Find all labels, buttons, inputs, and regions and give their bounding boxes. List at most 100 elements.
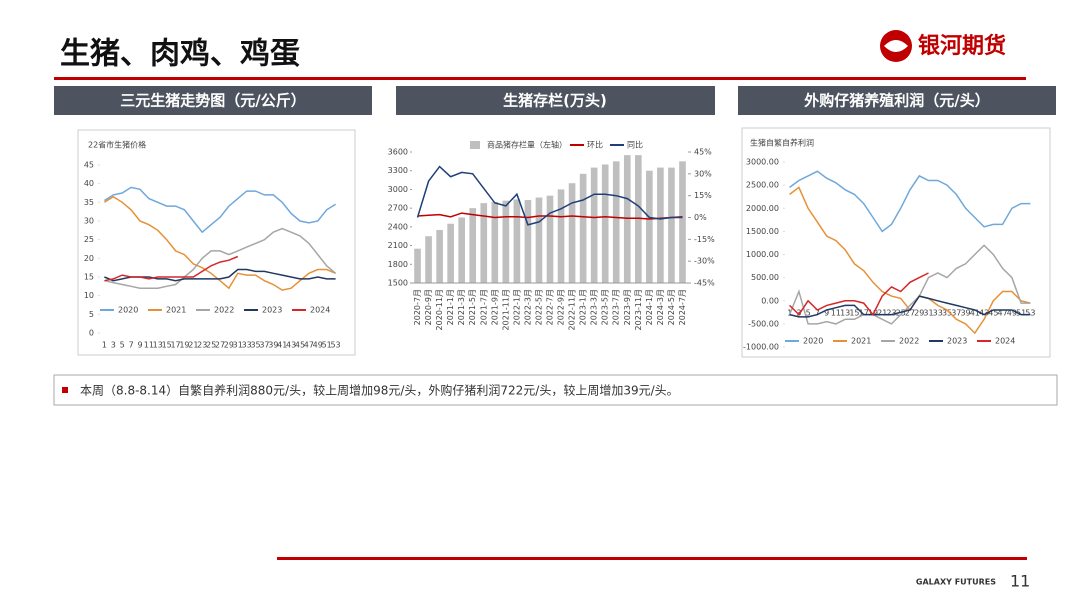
x-tick-label: 45	[295, 341, 305, 350]
legend-label: 2024	[995, 337, 1015, 346]
y-tick-label: 2700	[388, 204, 408, 213]
y-tick-label: 3000	[388, 185, 408, 194]
logo-swirl	[884, 40, 908, 52]
bar	[668, 167, 675, 283]
x-tick-label: 17	[859, 308, 869, 317]
bar	[447, 223, 454, 283]
x-tick-label: 3	[111, 341, 116, 350]
x-tick-label: 2023-7月	[612, 289, 621, 325]
x-tick-label: 23	[886, 308, 896, 317]
header-rule	[54, 77, 1026, 80]
x-tick-label: 29	[224, 341, 234, 350]
x-tick-label: 2021-9月	[490, 289, 499, 325]
legend-label: 2021	[166, 306, 186, 315]
x-tick-label: 21	[188, 341, 198, 350]
legend-swatch	[470, 141, 480, 149]
bar	[469, 208, 477, 283]
bar	[679, 161, 686, 283]
bar	[646, 170, 653, 283]
x-tick-label: 2023-9月	[623, 289, 632, 325]
x-tick-label: 41	[970, 308, 980, 317]
series-line	[789, 272, 929, 316]
x-tick-label: 9	[137, 341, 142, 350]
bar	[579, 173, 587, 283]
x-tick-label: 2021-1月	[446, 289, 455, 325]
x-tick-label: 2023-5月	[601, 289, 610, 325]
x-tick-label: 19	[868, 308, 878, 317]
legend-label: 2020	[803, 337, 823, 346]
y-tick-label: 1500.00	[746, 227, 779, 236]
bar	[601, 164, 609, 283]
x-tick-label: 2022-11月	[568, 289, 577, 330]
bar	[502, 200, 510, 283]
note-box	[53, 374, 1058, 406]
x-tick-label: 19	[179, 341, 189, 350]
chart-title: 生猪自繁自养利润	[750, 138, 814, 148]
chart-title: 22省市生猪价格	[88, 140, 146, 150]
y2-tick-label: 0%	[694, 213, 707, 222]
panel-title: 生猪存栏(万头)	[503, 92, 607, 110]
x-tick-label: 47	[997, 308, 1007, 317]
x-tick-label: 11	[831, 308, 841, 317]
y-tick-label: 0.00	[761, 296, 779, 305]
x-tick-label: 2022-1月	[512, 289, 521, 325]
x-tick-label: 2023-3月	[590, 289, 599, 325]
y-tick-label: 1500	[388, 279, 408, 288]
bar	[568, 183, 576, 283]
series-line	[104, 255, 239, 282]
series-line	[104, 186, 336, 234]
footer-brand: GALAXY FUTURES	[916, 578, 996, 587]
x-tick-label: 2024-7月	[678, 289, 687, 325]
bar	[425, 236, 432, 283]
y-tick-label: -1000.00	[743, 343, 779, 352]
series-line	[788, 244, 1031, 325]
x-tick-label: 2024-1月	[645, 289, 654, 325]
x-tick-label: 33	[933, 308, 943, 317]
x-tick-label: 49	[313, 341, 323, 350]
x-tick-label: 13	[153, 341, 163, 350]
y-tick-label: 30	[84, 217, 94, 226]
y-tick-label: 25	[84, 235, 94, 244]
y2-tick-label: 30%	[694, 169, 712, 178]
bar	[612, 161, 620, 283]
legend-label: 2021	[851, 337, 871, 346]
x-tick-label: 29	[914, 308, 924, 317]
y-tick-label: 3600	[388, 148, 408, 157]
x-tick-label: 53	[1025, 308, 1035, 317]
bar	[546, 195, 554, 283]
footer-rule	[277, 557, 1027, 560]
x-tick-label: 43	[979, 308, 989, 317]
bar	[635, 155, 642, 283]
y2-tick-label: -30%	[694, 257, 715, 266]
x-tick-label: 2020-11月	[435, 289, 444, 330]
legend-label: 商品猪存栏量（左轴）	[487, 140, 567, 150]
x-tick-label: 25	[206, 341, 216, 350]
x-tick-label: 2022-5月	[534, 289, 543, 325]
series-line	[789, 295, 1031, 318]
series-line	[104, 195, 336, 291]
x-tick-label: 21	[877, 308, 887, 317]
bar	[491, 201, 499, 283]
x-tick-label: 53	[330, 341, 340, 350]
chart-frame	[77, 129, 356, 356]
x-tick-label: 2021-3月	[457, 289, 466, 325]
y-tick-label: 20	[84, 254, 94, 263]
x-tick-label: 27	[905, 308, 915, 317]
bar	[414, 248, 421, 283]
x-tick-label: 27	[215, 341, 225, 350]
bar	[535, 197, 543, 283]
x-tick-label: 9	[824, 308, 829, 317]
x-tick-label: 2020-7月	[413, 289, 422, 325]
x-tick-label: 2023-1月	[579, 289, 588, 325]
x-tick-label: 2021-11月	[501, 289, 510, 330]
y-tick-label: 2000.00	[746, 204, 779, 213]
panel-header	[54, 86, 372, 115]
x-tick-label: 3	[796, 308, 801, 317]
x-tick-label: 2021-5月	[468, 289, 477, 325]
y-tick-label: 10	[84, 291, 94, 300]
x-tick-label: 17	[170, 341, 180, 350]
bar	[623, 155, 631, 283]
bar	[590, 167, 598, 283]
x-tick-label: 41	[277, 341, 287, 350]
legend-label: 2023	[947, 337, 967, 346]
